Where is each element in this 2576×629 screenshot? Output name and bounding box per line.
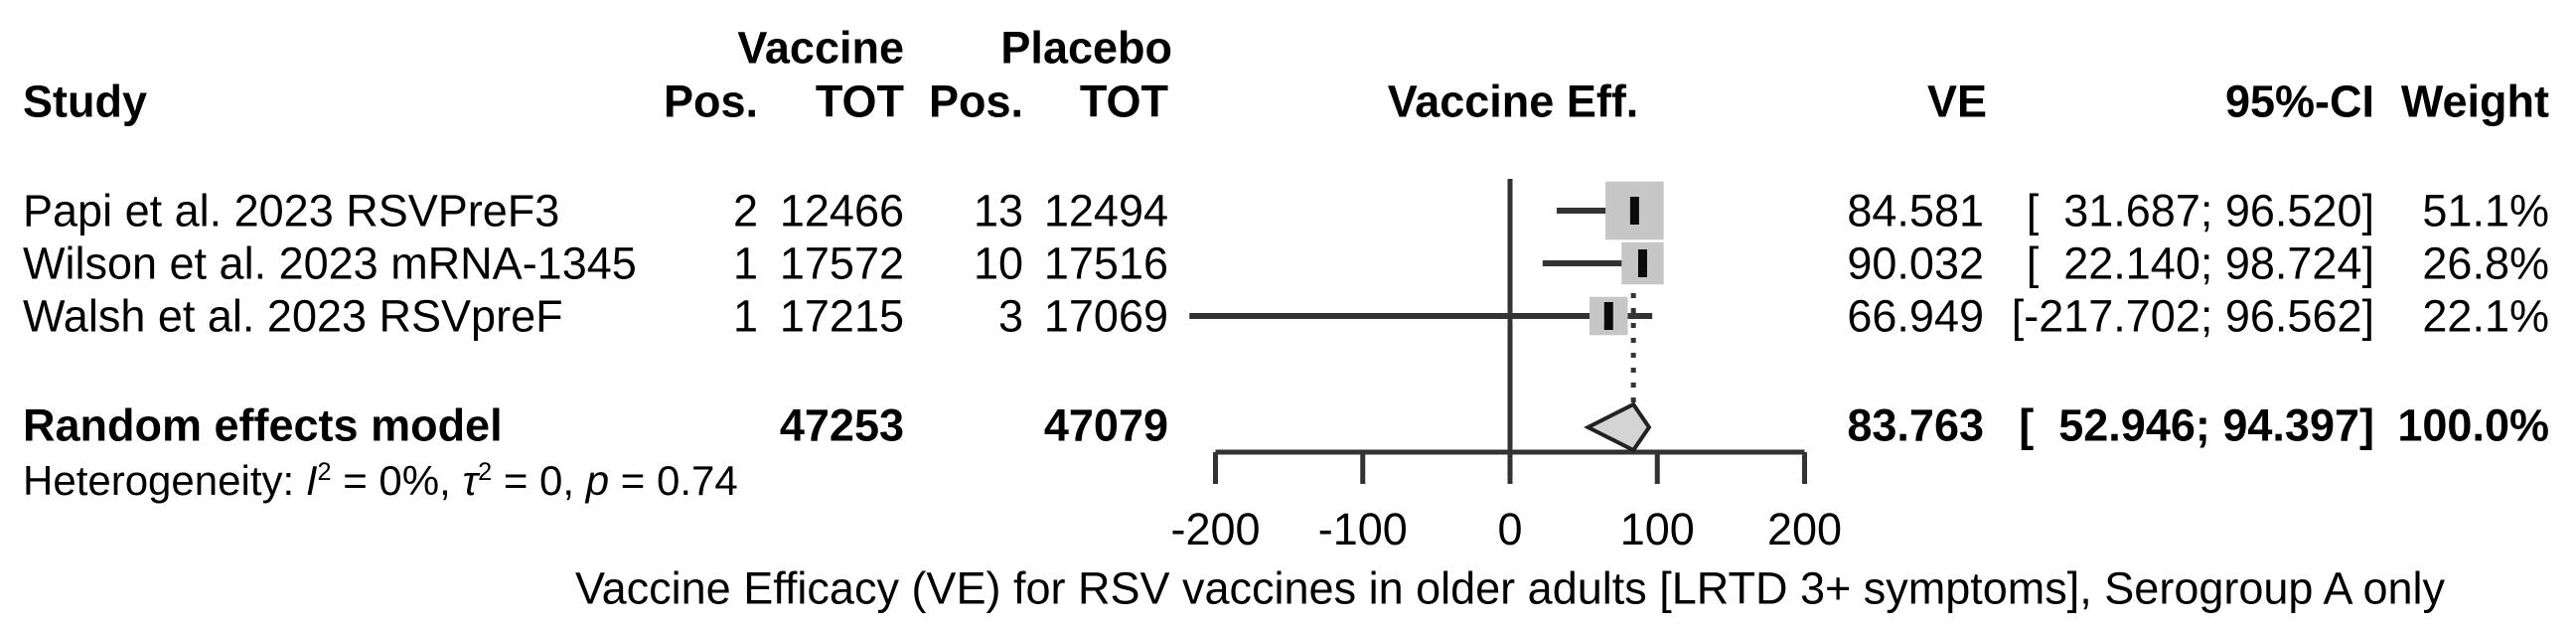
x-axis-tick-label: 0 — [1497, 504, 1522, 554]
x-axis-tick-label: -200 — [1170, 504, 1260, 554]
ci-value: [-217.702; 96.562] — [2011, 290, 2374, 342]
summary-label: Random effects model — [23, 399, 503, 451]
weight-value: 26.8% — [2422, 237, 2549, 289]
col-header-study: Study — [23, 76, 148, 127]
col-header-ve: VE — [1926, 76, 1987, 127]
study-name: Walsh et al. 2023 RSVpreF — [23, 290, 563, 342]
weight-value: 22.1% — [2422, 290, 2549, 342]
placebo-tot: 17069 — [1043, 290, 1168, 342]
summary-ci-value: [ 52.946; 94.397] — [2019, 399, 2374, 451]
col-header-weight: Weight — [2400, 76, 2549, 127]
study-name: Papi et al. 2023 RSVPreF3 — [23, 185, 560, 236]
vaccine-pos: 1 — [732, 290, 758, 342]
x-axis-caption: Vaccine Efficacy (VE) for RSV vaccines i… — [574, 562, 2446, 614]
study-name: Wilson et al. 2023 mRNA-1345 — [23, 237, 637, 289]
placebo-tot: 12494 — [1043, 185, 1168, 236]
col-header-vaccine-tot: TOT — [815, 76, 904, 127]
ve-value: 66.949 — [1847, 290, 1984, 342]
summary-diamond — [1584, 401, 1652, 453]
vaccine-tot: 12466 — [779, 185, 904, 236]
summary-weight: 100.0% — [2397, 399, 2549, 451]
col-header-ci: 95%-CI — [2224, 76, 2374, 127]
col-group-vaccine: Vaccine — [737, 22, 904, 74]
vaccine-pos: 2 — [732, 185, 758, 236]
ci-value: [ 31.687; 96.520] — [2026, 185, 2374, 236]
summary-ve-value: 83.763 — [1847, 399, 1984, 451]
col-header-vaccine-pos: Pos. — [663, 76, 758, 127]
x-axis-tick-label: 200 — [1767, 504, 1842, 554]
col-header-placebo-pos: Pos. — [928, 76, 1023, 127]
vaccine-tot: 17572 — [779, 237, 904, 289]
placebo-tot: 17516 — [1043, 237, 1168, 289]
col-header-placebo-tot: TOT — [1079, 76, 1168, 127]
vaccine-pos: 1 — [732, 237, 758, 289]
x-axis-tick-label: -100 — [1318, 504, 1408, 554]
placebo-pos: 13 — [973, 185, 1023, 236]
summary-vaccine-tot: 47253 — [779, 399, 904, 451]
x-axis-tick-label: 100 — [1620, 504, 1695, 554]
ve-value: 84.581 — [1847, 185, 1984, 236]
placebo-pos: 10 — [973, 237, 1023, 289]
vaccine-tot: 17215 — [779, 290, 904, 342]
summary-placebo-tot: 47079 — [1043, 399, 1168, 451]
heterogeneity-note: Heterogeneity: I2 = 0%, τ2 = 0, p = 0.74 — [23, 457, 738, 504]
ve-value: 90.032 — [1847, 237, 1984, 289]
placebo-pos: 3 — [997, 290, 1023, 342]
col-group-placebo: Placebo — [1000, 22, 1172, 74]
weight-value: 51.1% — [2422, 185, 2549, 236]
ci-value: [ 22.140; 98.724] — [2026, 237, 2374, 289]
col-header-effect: Vaccine Eff. — [1387, 76, 1639, 127]
